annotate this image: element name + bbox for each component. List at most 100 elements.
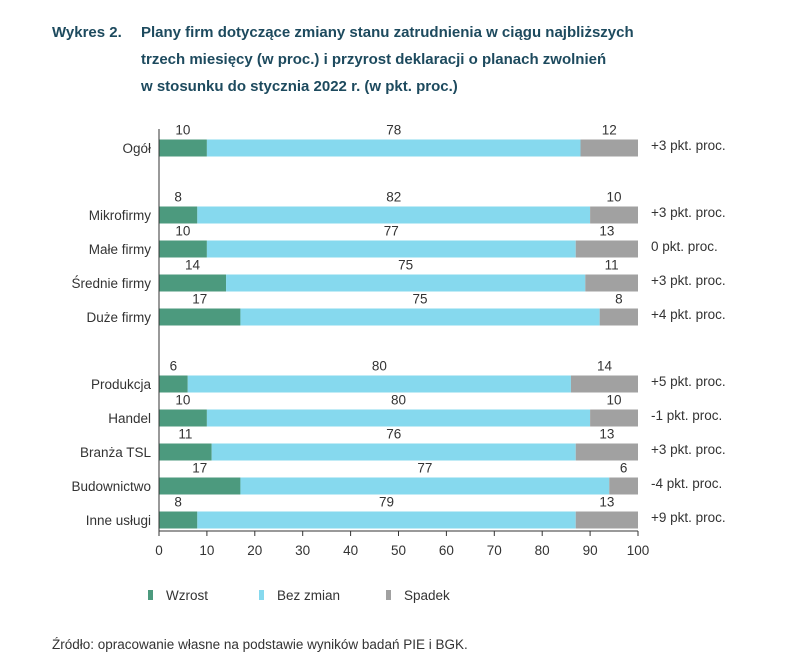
category-label: Branża TSL	[80, 445, 152, 460]
value-label-spadek: 12	[602, 123, 617, 138]
change-annotation: +3 pkt. proc.	[651, 205, 726, 220]
legend-swatch-spadek	[386, 590, 391, 600]
category-label: Inne usługi	[86, 513, 151, 528]
category-label: Ogół	[122, 141, 151, 156]
change-annotation: -4 pkt. proc.	[651, 476, 722, 491]
value-label-spadek: 14	[597, 359, 613, 374]
value-label-spadek: 10	[607, 393, 622, 408]
title-line-2: trzech miesięcy (w proc.) i przyrost dek…	[141, 51, 607, 68]
x-tick-label: 100	[627, 543, 650, 558]
title-line-1: Plany firm dotyczące zmiany stanu zatrud…	[141, 24, 634, 41]
category-label: Mikrofirmy	[89, 208, 151, 223]
bar-segment-spadek	[580, 139, 638, 157]
bar-segment-wzrost	[159, 511, 198, 529]
x-tick-label: 50	[391, 543, 406, 558]
x-tick-label: 80	[535, 543, 550, 558]
bar-segment-spadek	[590, 409, 638, 427]
value-label-spadek: 10	[607, 190, 622, 205]
value-label-spadek: 6	[620, 461, 628, 476]
value-label-wzrost: 10	[175, 393, 190, 408]
change-annotation: +5 pkt. proc.	[651, 374, 726, 389]
value-label-spadek: 13	[599, 427, 614, 442]
bar-segment-spadek	[590, 206, 638, 224]
value-label-wzrost: 17	[192, 292, 207, 307]
bar-segment-spadek	[575, 511, 638, 529]
value-label-bez-zmian: 77	[384, 224, 399, 239]
legend-label-wzrost: Wzrost	[166, 588, 208, 603]
value-label-wzrost: 8	[174, 495, 182, 510]
value-label-spadek: 13	[599, 224, 614, 239]
legend-swatch-bez-zmian	[259, 590, 264, 600]
bar-segment-wzrost	[159, 139, 207, 157]
category-label: Małe firmy	[89, 242, 152, 257]
bar-segment-bez-zmian	[197, 206, 591, 224]
value-label-wzrost: 10	[175, 224, 190, 239]
value-label-bez-zmian: 80	[391, 393, 406, 408]
value-label-bez-zmian: 75	[413, 292, 428, 307]
value-label-wzrost: 10	[175, 123, 190, 138]
value-label-wzrost: 11	[178, 427, 192, 442]
bar-segment-bez-zmian	[197, 511, 576, 529]
value-label-wzrost: 6	[170, 359, 178, 374]
bar-segment-spadek	[585, 274, 638, 292]
value-label-bez-zmian: 76	[386, 427, 401, 442]
change-annotation: +3 pkt. proc.	[651, 273, 726, 288]
value-label-spadek: 8	[615, 292, 623, 307]
value-label-wzrost: 17	[192, 461, 207, 476]
bar-segment-spadek	[575, 443, 638, 461]
bar-segment-bez-zmian	[187, 375, 571, 393]
bar-segment-spadek	[570, 375, 638, 393]
value-label-wzrost: 8	[174, 190, 182, 205]
bar-segment-wzrost	[159, 375, 188, 393]
value-label-spadek: 11	[605, 258, 619, 273]
bar-segment-bez-zmian	[240, 477, 610, 495]
bar-segment-bez-zmian	[206, 139, 581, 157]
x-tick-label: 30	[295, 543, 310, 558]
value-label-bez-zmian: 82	[386, 190, 401, 205]
change-annotation: +4 pkt. proc.	[651, 307, 726, 322]
legend-label-bez-zmian: Bez zmian	[277, 588, 340, 603]
bar-segment-spadek	[609, 477, 638, 495]
change-annotation: 0 pkt. proc.	[651, 239, 718, 254]
x-tick-label: 90	[583, 543, 598, 558]
bar-segment-bez-zmian	[206, 240, 576, 258]
bar-segment-bez-zmian	[211, 443, 576, 461]
bar-segment-bez-zmian	[240, 308, 600, 326]
x-tick-label: 40	[343, 543, 358, 558]
value-label-bez-zmian: 77	[417, 461, 432, 476]
x-tick-label: 60	[439, 543, 454, 558]
bar-segment-wzrost	[159, 409, 207, 427]
bar-segment-spadek	[599, 308, 638, 326]
legend-swatch-wzrost	[148, 590, 153, 600]
source-note: Źródło: opracowanie własne na podstawie …	[52, 637, 468, 652]
value-label-bez-zmian: 78	[386, 123, 401, 138]
bar-segment-bez-zmian	[206, 409, 591, 427]
title-prefix: Wykres 2.	[52, 24, 122, 41]
value-label-bez-zmian: 75	[398, 258, 413, 273]
stacked-bar-chart: Ogół 10 78 12 +3 pkt. proc. Mikrofirmy 8 82 10 +3…	[71, 123, 726, 604]
title-line-3: w stosunku do stycznia 2022 r. (w pkt. p…	[141, 78, 458, 95]
bar-segment-wzrost	[159, 308, 241, 326]
change-annotation: +9 pkt. proc.	[651, 510, 726, 525]
change-annotation: +3 pkt. proc.	[651, 138, 726, 153]
bar-segment-bez-zmian	[226, 274, 586, 292]
bar-segment-wzrost	[159, 274, 227, 292]
category-label: Produkcja	[91, 377, 152, 392]
category-label: Handel	[108, 411, 151, 426]
legend-label-spadek: Spadek	[404, 588, 450, 603]
bar-segment-wzrost	[159, 240, 207, 258]
value-label-wzrost: 14	[185, 258, 201, 273]
category-label: Duże firmy	[86, 310, 151, 325]
bar-segment-wzrost	[159, 443, 212, 461]
value-label-bez-zmian: 79	[379, 495, 394, 510]
x-tick-label: 70	[487, 543, 502, 558]
category-label: Budownictwo	[71, 479, 151, 494]
bar-segment-wzrost	[159, 206, 198, 224]
x-tick-label: 0	[155, 543, 163, 558]
bar-segment-wzrost	[159, 477, 241, 495]
value-label-bez-zmian: 80	[372, 359, 387, 374]
bar-segment-spadek	[575, 240, 638, 258]
x-tick-label: 20	[247, 543, 262, 558]
value-label-spadek: 13	[599, 495, 614, 510]
change-annotation: +3 pkt. proc.	[651, 442, 726, 457]
